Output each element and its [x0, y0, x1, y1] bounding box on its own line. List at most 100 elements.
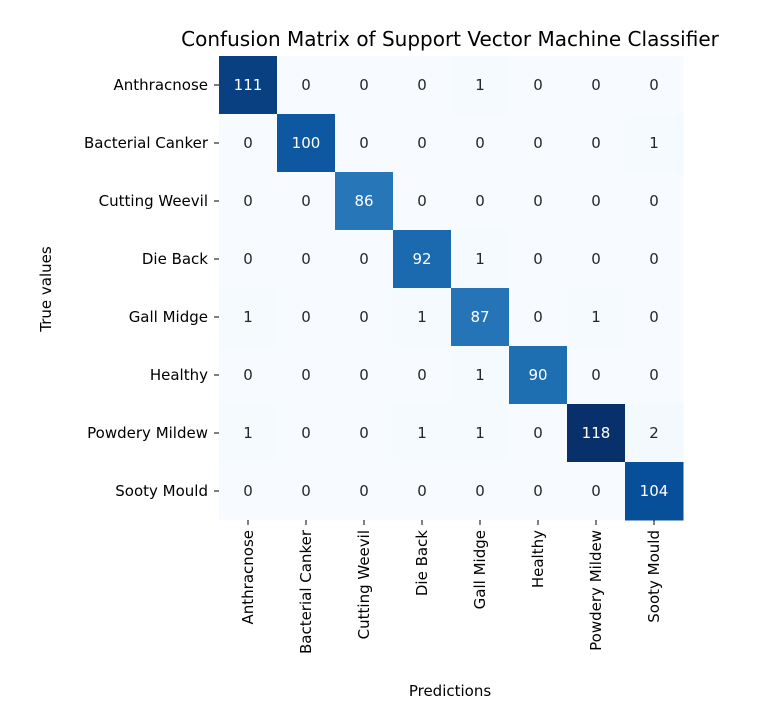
heatmap-cell [277, 230, 336, 289]
cell-value-label: 0 [533, 308, 543, 326]
cell-value-label: 0 [243, 134, 253, 152]
x-tick-label: Anthracnose [239, 530, 257, 625]
heatmap-cell [567, 462, 626, 521]
cell-value-label: 1 [649, 134, 659, 152]
cell-value-label: 0 [533, 424, 543, 442]
heatmap-cell [393, 404, 452, 463]
heatmap-cell [567, 114, 626, 173]
cell-value-label: 0 [359, 482, 369, 500]
heatmap-cell [509, 114, 568, 173]
heatmap-cell [625, 346, 684, 405]
heatmap-cell [393, 114, 452, 173]
heatmap-cell [219, 288, 278, 347]
cell-value-label: 1 [475, 250, 485, 268]
heatmap-cell [335, 346, 394, 405]
heatmap-cell [393, 288, 452, 347]
cell-value-label: 0 [359, 134, 369, 152]
heatmap-cell [567, 172, 626, 231]
heatmap-cell [509, 404, 568, 463]
heatmap-cell [393, 56, 452, 115]
heatmap-cell [335, 56, 394, 115]
x-axis-ticks: Anthracnose Bacterial Canker Cutting Weevi… [239, 520, 663, 654]
heatmap-cell [567, 288, 626, 347]
heatmap-cell [335, 288, 394, 347]
heatmap-cell [625, 404, 684, 463]
cell-value-label: 0 [649, 192, 659, 210]
cell-value-label: 0 [533, 76, 543, 94]
heatmap-cell [625, 114, 684, 173]
heatmap-cell [277, 462, 336, 521]
y-tick-label: Anthracnose [114, 76, 209, 94]
cell-value-label: 0 [533, 192, 543, 210]
cell-value-label: 1 [243, 308, 253, 326]
cell-value-label: 111 [234, 76, 263, 94]
heatmap-cell [335, 114, 394, 173]
cell-value-label: 92 [412, 250, 431, 268]
cell-value-label: 0 [417, 134, 427, 152]
heatmap-cell [393, 462, 452, 521]
heatmap-cell [219, 404, 278, 463]
cell-value-label: 0 [301, 192, 311, 210]
cell-value-label: 0 [475, 192, 485, 210]
cell-value-label: 0 [301, 308, 311, 326]
cell-value-label: 100 [292, 134, 321, 152]
heatmap-cell [219, 230, 278, 289]
cell-value-label: 0 [417, 482, 427, 500]
cell-value-label: 86 [354, 192, 373, 210]
cell-value-label: 0 [533, 250, 543, 268]
cell-value-label: 0 [475, 134, 485, 152]
heatmap-cell [451, 404, 510, 463]
cell-value-label: 0 [417, 76, 427, 94]
heatmap-cell [277, 56, 336, 115]
cell-value-label: 0 [591, 366, 601, 384]
cell-value-label: 0 [359, 308, 369, 326]
heatmap-cell [509, 288, 568, 347]
cell-value-label: 0 [243, 482, 253, 500]
cell-value-label: 0 [301, 366, 311, 384]
cell-value-label: 0 [649, 76, 659, 94]
cell-value-label: 0 [417, 192, 427, 210]
x-tick-label: Healthy [529, 530, 547, 588]
cell-value-label: 1 [417, 308, 427, 326]
heatmap-cell [277, 288, 336, 347]
cell-value-label: 0 [591, 250, 601, 268]
heatmap-cell [219, 172, 278, 231]
x-tick-label: Powdery Mildew [587, 530, 605, 651]
chart-title: Confusion Matrix of Support Vector Machi… [181, 27, 719, 51]
cell-value-label: 0 [359, 366, 369, 384]
heatmap-cell [277, 114, 336, 173]
heatmap-cell [277, 172, 336, 231]
heatmap-cell [451, 346, 510, 405]
y-tick-label: Powdery Mildew [87, 424, 208, 442]
cell-value-label: 0 [243, 192, 253, 210]
heatmap-cell [393, 346, 452, 405]
heatmap-cell [509, 56, 568, 115]
cell-value-label: 0 [649, 308, 659, 326]
cell-value-label: 87 [470, 308, 489, 326]
x-tick-label: Gall Midge [471, 530, 489, 609]
y-tick-label: Bacterial Canker [84, 134, 209, 152]
heatmap-cell [567, 230, 626, 289]
y-tick-label: Cutting Weevil [99, 192, 208, 210]
cell-value-label: 0 [301, 424, 311, 442]
heatmap-cell [393, 230, 452, 289]
cell-value-label: 0 [301, 482, 311, 500]
cell-value-label: 1 [475, 366, 485, 384]
heatmap-cell [277, 346, 336, 405]
heatmap-cell [451, 230, 510, 289]
heatmap-cell [625, 462, 684, 521]
cell-value-label: 0 [591, 482, 601, 500]
cell-value-label: 0 [243, 250, 253, 268]
y-tick-label: Gall Midge [129, 308, 208, 326]
heatmap-cell [335, 230, 394, 289]
x-tick-label: Cutting Weevil [355, 530, 373, 639]
y-tick-label: Healthy [150, 366, 208, 384]
heatmap-cell [451, 56, 510, 115]
heatmap-cell [219, 56, 278, 115]
cell-value-label: 0 [533, 134, 543, 152]
heatmap-cells: 111 0 0 0 1 0 0 00 100 0 0 0 0 0 10 0 86 0 0 0 0 00 0 0 92 1 0 0 01 0… [219, 56, 684, 521]
cell-value-label: 0 [359, 76, 369, 94]
cell-value-label: 118 [582, 424, 611, 442]
heatmap-cell [625, 56, 684, 115]
heatmap-cell [219, 462, 278, 521]
